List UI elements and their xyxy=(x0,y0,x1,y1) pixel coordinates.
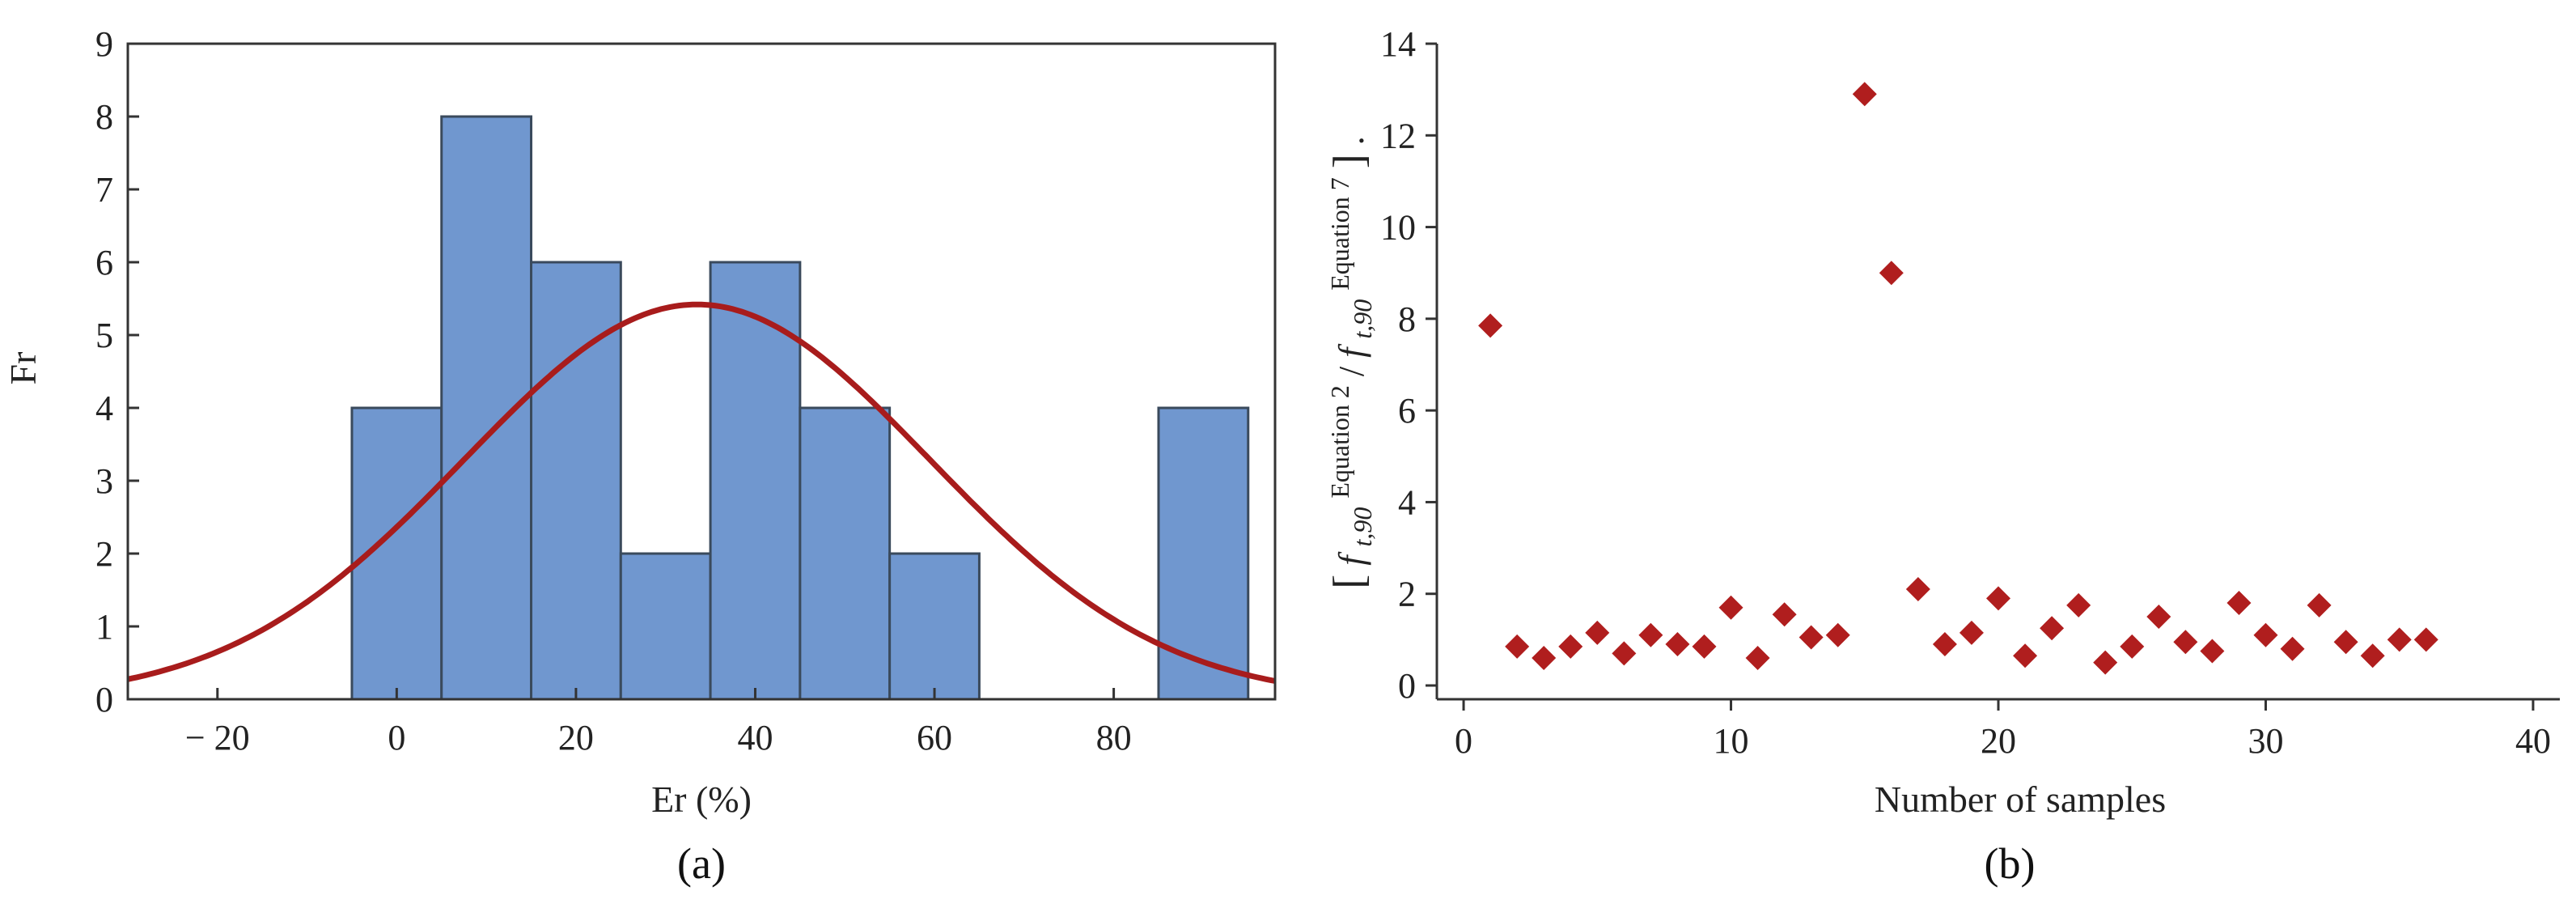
histogram-y-tick-label: 3 xyxy=(95,461,113,501)
scatter-point xyxy=(1799,625,1824,650)
histogram-y-axis-title: Fr xyxy=(2,352,44,385)
scatter-point xyxy=(2307,592,2332,618)
histogram-x-tick-label: 60 xyxy=(917,718,952,758)
panel-label-a: (a) xyxy=(677,839,726,888)
histogram-y-tick-label: 7 xyxy=(95,170,113,210)
scatter-point xyxy=(1932,632,1957,657)
histogram-y-tick-label: 4 xyxy=(95,388,113,428)
scatter-point xyxy=(1532,646,1557,671)
scatter-point xyxy=(1718,595,1743,620)
scatter-y-tick-label: 2 xyxy=(1398,575,1416,614)
scatter-point xyxy=(2360,643,2385,668)
y-title-sub2: t,90 xyxy=(1348,299,1377,339)
scatter-point xyxy=(1905,577,1930,602)
histogram-plot-frame xyxy=(126,42,1277,701)
scatter-x-tick-label: 20 xyxy=(1981,721,2016,761)
histogram-x-tick-label: 40 xyxy=(737,718,773,758)
scatter-point xyxy=(1745,646,1770,671)
scatter-point xyxy=(2280,636,2305,661)
histogram-bars xyxy=(350,115,1250,701)
scatter-point xyxy=(2413,627,2438,652)
scatter-point xyxy=(1959,620,1984,645)
scatter-point xyxy=(2093,650,2118,675)
histogram-y-tick-label: 9 xyxy=(95,24,113,64)
histogram-x-tick-label: 80 xyxy=(1096,718,1132,758)
histogram-panel: 0 1 2 3 4 5 6 7 8 9 − 20 0 20 40 60 80 Fr Er (%) (a) xyxy=(2,24,1277,888)
y-title-sup2: Equation 7 xyxy=(1325,177,1354,291)
y-title-sup1: Equation 2 xyxy=(1325,385,1354,499)
scatter-x-tick-label: 30 xyxy=(2248,721,2283,761)
scatter-point xyxy=(2387,627,2412,652)
histogram-x-axis-title: Er (%) xyxy=(651,779,752,820)
histogram-bar-7 xyxy=(1157,406,1250,701)
scatter-point xyxy=(2333,630,2358,655)
scatter-point xyxy=(1852,82,1877,107)
scatter-point xyxy=(1772,602,1797,627)
scatter-y-tick-label: 14 xyxy=(1380,24,1416,64)
histogram-x-tick-label: − 20 xyxy=(185,718,250,758)
scatter-point xyxy=(2226,591,2252,616)
scatter-y-tick-label: 8 xyxy=(1398,299,1416,339)
scatter-point xyxy=(1478,313,1503,338)
histogram-bar-6 xyxy=(888,552,981,701)
y-title-f1: f xyxy=(1332,551,1371,566)
scatter-point xyxy=(2040,616,2065,641)
histogram-x-ticks: − 20 0 20 40 60 80 xyxy=(185,688,1132,758)
scatter-point xyxy=(2120,634,2145,659)
scatter-point xyxy=(1692,634,1717,659)
histogram-y-tick-label: 6 xyxy=(95,243,113,282)
scatter-x-ticks: 0 10 20 30 40 xyxy=(1455,699,2551,761)
histogram-y-tick-label: 0 xyxy=(95,680,113,719)
scatter-point xyxy=(2200,639,2225,664)
scatter-y-axis-title: [ f t,90 Equation 2 / f t,90 Equation 7 … xyxy=(1317,136,1379,589)
histogram-y-tick-label: 1 xyxy=(95,607,113,647)
scatter-point xyxy=(1665,632,1690,657)
scatter-y-ticks: 0 2 4 6 8 10 12 14 xyxy=(1380,24,1437,706)
histogram-bar-5 xyxy=(799,406,892,701)
y-title-trail: . xyxy=(1332,136,1371,145)
scatter-point xyxy=(1825,622,1850,647)
panel-label-b: (b) xyxy=(1985,839,2036,888)
scatter-point xyxy=(2146,605,2171,630)
scatter-y-tick-label: 6 xyxy=(1398,391,1416,431)
scatter-point xyxy=(1558,634,1583,659)
histogram-y-tick-label: 8 xyxy=(95,97,113,137)
histogram-x-tick-label: 20 xyxy=(558,718,594,758)
scatter-point xyxy=(1612,641,1637,666)
y-title-slash: / xyxy=(1332,358,1371,376)
scatter-point xyxy=(2173,630,2198,655)
scatter-point xyxy=(1986,586,2010,611)
scatter-point xyxy=(1585,620,1610,645)
scatter-point xyxy=(1505,634,1530,659)
scatter-point xyxy=(1638,622,1663,647)
histogram-bar-2 xyxy=(530,261,622,701)
scatter-x-tick-label: 40 xyxy=(2515,721,2551,761)
scatter-x-axis-title: Number of samples xyxy=(1875,779,2166,820)
y-title-close-bracket: ] xyxy=(1324,154,1373,168)
scatter-points xyxy=(1478,82,2438,675)
scatter-x-tick-label: 0 xyxy=(1455,721,1472,761)
scatter-point xyxy=(1879,261,1904,286)
histogram-y-ticks: 0 1 2 3 4 5 6 7 8 9 xyxy=(95,24,139,719)
scatter-x-tick-label: 10 xyxy=(1714,721,1749,761)
histogram-y-tick-label: 2 xyxy=(95,534,113,574)
scatter-point xyxy=(2253,622,2278,647)
scatter-y-tick-label: 12 xyxy=(1380,116,1416,155)
histogram-bar-4 xyxy=(709,261,802,701)
y-title-f2: f xyxy=(1332,343,1371,358)
y-title-open-bracket: [ xyxy=(1324,575,1373,589)
scatter-y-tick-label: 10 xyxy=(1380,208,1416,248)
histogram-x-tick-label: 0 xyxy=(388,718,405,758)
scatter-point xyxy=(2013,643,2038,668)
histogram-bar-3 xyxy=(619,552,712,701)
y-title-sub1: t,90 xyxy=(1348,507,1377,547)
scatter-point xyxy=(2066,592,2091,618)
histogram-y-tick-label: 5 xyxy=(95,316,113,355)
scatter-y-tick-label: 0 xyxy=(1398,666,1416,706)
normal-fit-curve xyxy=(127,301,1276,684)
scatter-y-tick-label: 4 xyxy=(1398,482,1416,522)
